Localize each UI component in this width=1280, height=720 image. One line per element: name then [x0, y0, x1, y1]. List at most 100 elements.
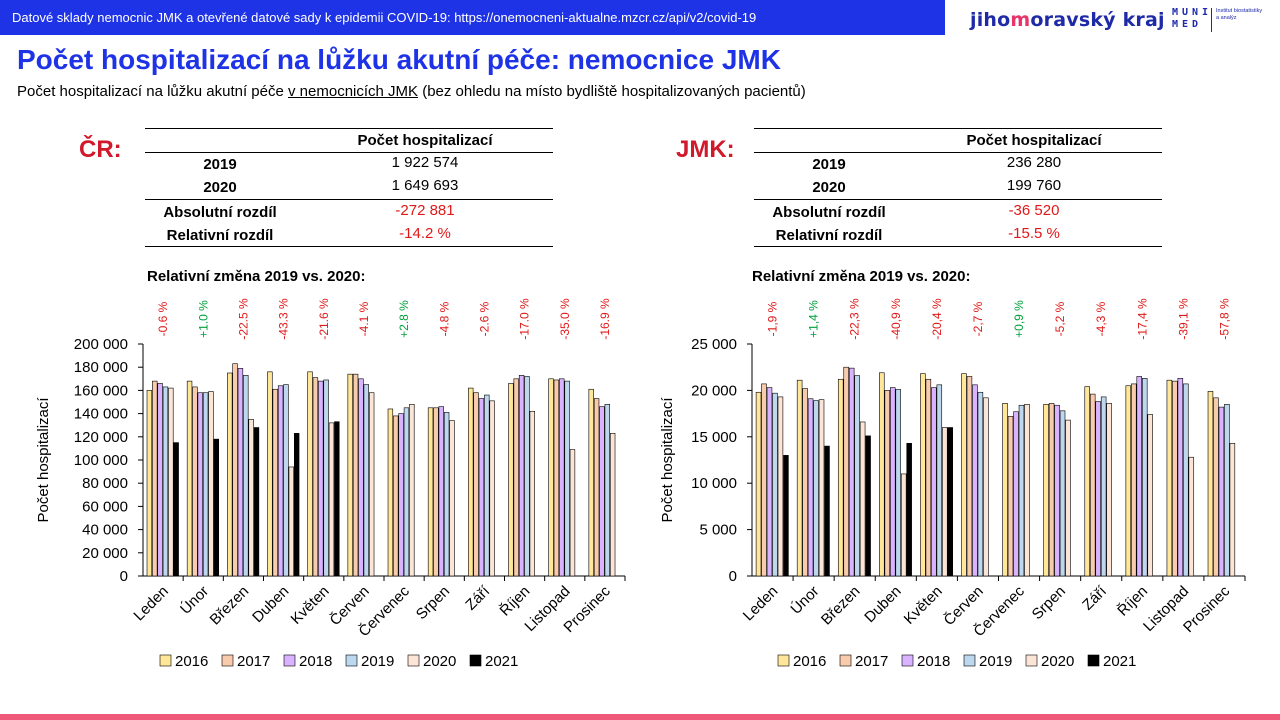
bar-2019: [484, 394, 490, 577]
bar-2018: [438, 406, 444, 577]
bar-2016: [548, 378, 554, 577]
legend-swatch-2016: [777, 654, 790, 667]
table-rule-top: [754, 128, 1162, 129]
relative-change-label: -57,8 %: [1217, 298, 1231, 340]
source-text: Datové sklady nemocnic JMK a otevřené da…: [12, 10, 757, 25]
bar-2017: [553, 379, 560, 577]
legend-swatch-2021: [1087, 654, 1100, 667]
bar-2017: [513, 378, 519, 577]
bar-2021: [173, 442, 179, 577]
bar-2018: [1136, 376, 1142, 577]
bar-2021: [253, 427, 260, 577]
legend-swatch-2020: [1025, 654, 1038, 667]
x-tick-label: Leden: [740, 583, 782, 625]
relative-change-label: -17.0 %: [518, 298, 532, 340]
summary-table-jmk: Počet hospitalizací 2019 236 280 2020 19…: [754, 128, 1162, 254]
legend-label-2021: 2021: [1103, 653, 1136, 670]
bar-2017: [232, 363, 238, 577]
bar-2020: [1065, 419, 1071, 577]
bar-2017: [1213, 397, 1219, 577]
bar-2016: [468, 387, 474, 577]
legend-label-2016: 2016: [793, 653, 826, 670]
bar-2016: [588, 388, 594, 577]
bar-2016: [1043, 404, 1049, 577]
legend-label-2018: 2018: [299, 653, 332, 670]
y-tick-label: 10 000: [691, 475, 737, 492]
bar-2019: [162, 386, 169, 577]
bar-2018: [277, 385, 284, 577]
bar-2019: [1100, 396, 1107, 577]
legend-swatch-2017: [221, 654, 234, 667]
y-tick-label: 25 000: [691, 336, 737, 353]
bar-2018: [518, 375, 525, 577]
page-title: Počet hospitalizací na lůžku akutní péče…: [17, 44, 781, 75]
bar-2016: [307, 371, 313, 577]
table-row-value: -15.5 %: [1008, 225, 1060, 242]
bar-2017: [473, 392, 479, 577]
relative-change-label: -20,4 %: [930, 298, 944, 340]
bar-2017: [272, 388, 278, 577]
bar-2016: [920, 373, 926, 577]
institute-text: Institut biostatistiky a analýz: [1216, 8, 1263, 21]
table-row-label: 2019: [203, 156, 237, 173]
bar-2018: [972, 384, 978, 577]
y-tick-label: 180 000: [74, 359, 128, 376]
legend-label-2020: 2020: [423, 653, 456, 670]
source-banner: Datové sklady nemocnic JMK a otevřené da…: [0, 0, 945, 35]
page-subtitle: Počet hospitalizací na lůžku akutní péče…: [17, 83, 806, 100]
bar-2016: [427, 407, 434, 577]
x-tick-label: Září: [1079, 582, 1110, 613]
y-tick-label: 20 000: [691, 382, 737, 399]
bar-2020: [328, 422, 335, 577]
legend-label-2021: 2021: [485, 653, 518, 670]
bar-2019: [1224, 404, 1230, 577]
bar-2016: [961, 373, 967, 577]
bar-2018: [766, 387, 773, 577]
legend-swatch-2019: [963, 654, 976, 667]
y-tick-label: 100 000: [74, 452, 128, 469]
bar-2018: [931, 387, 937, 577]
bar-2018: [1177, 378, 1184, 577]
table-rule-bottom: [145, 246, 553, 247]
bar-2018: [318, 380, 324, 577]
bar-2021: [947, 427, 954, 577]
table-header: Počet hospitalizací: [966, 132, 1102, 149]
bar-2016: [1002, 403, 1008, 577]
region-label-jmk: JMK:: [676, 136, 735, 163]
relative-change-label: -2,7 %: [971, 301, 985, 336]
relative-change-label: -4.1 %: [357, 301, 371, 336]
bar-2020: [859, 421, 866, 577]
legend-label-2016: 2016: [175, 653, 208, 670]
logo-divider: [1211, 8, 1212, 32]
legend-swatch-2016: [159, 654, 172, 667]
legend-label-2018: 2018: [917, 653, 950, 670]
legend-swatch-2019: [345, 654, 358, 667]
bar-2018: [559, 378, 565, 577]
bar-2017: [966, 376, 973, 577]
bar-2017: [393, 415, 399, 577]
bar-2019: [443, 412, 450, 577]
table-row-label: 2020: [203, 179, 237, 196]
muni-med-logo: MUNI MED Institut biostatistiky a analýz: [1172, 7, 1272, 35]
bar-2021: [334, 421, 340, 577]
table-rule-mid: [754, 199, 1162, 200]
subtitle-part2: (bez ohledu na místo bydliště hospitaliz…: [418, 83, 806, 100]
bar-2018: [1218, 406, 1225, 577]
relative-change-label: +1,4 %: [807, 300, 821, 338]
bar-2016: [347, 373, 353, 577]
bar-2017: [352, 373, 359, 577]
bar-2019: [1141, 378, 1148, 577]
bar-2016: [1207, 391, 1214, 577]
bar-2019: [243, 375, 249, 577]
y-tick-label: 60 000: [82, 498, 128, 515]
muni-med-wordmark: MUNI MED: [1172, 7, 1212, 31]
table-row-value: 236 280: [1006, 154, 1062, 171]
relative-change-label: +1.0 %: [196, 300, 210, 338]
bar-2019: [283, 384, 289, 577]
table-row-value: -272 881: [395, 202, 455, 219]
relative-change-label: -39,1 %: [1176, 298, 1190, 340]
jmk-logo-part1: jiho: [970, 9, 1011, 31]
bar-2016: [387, 408, 394, 577]
relative-change-label: -40,9 %: [889, 298, 903, 340]
bar-2019: [403, 407, 410, 577]
